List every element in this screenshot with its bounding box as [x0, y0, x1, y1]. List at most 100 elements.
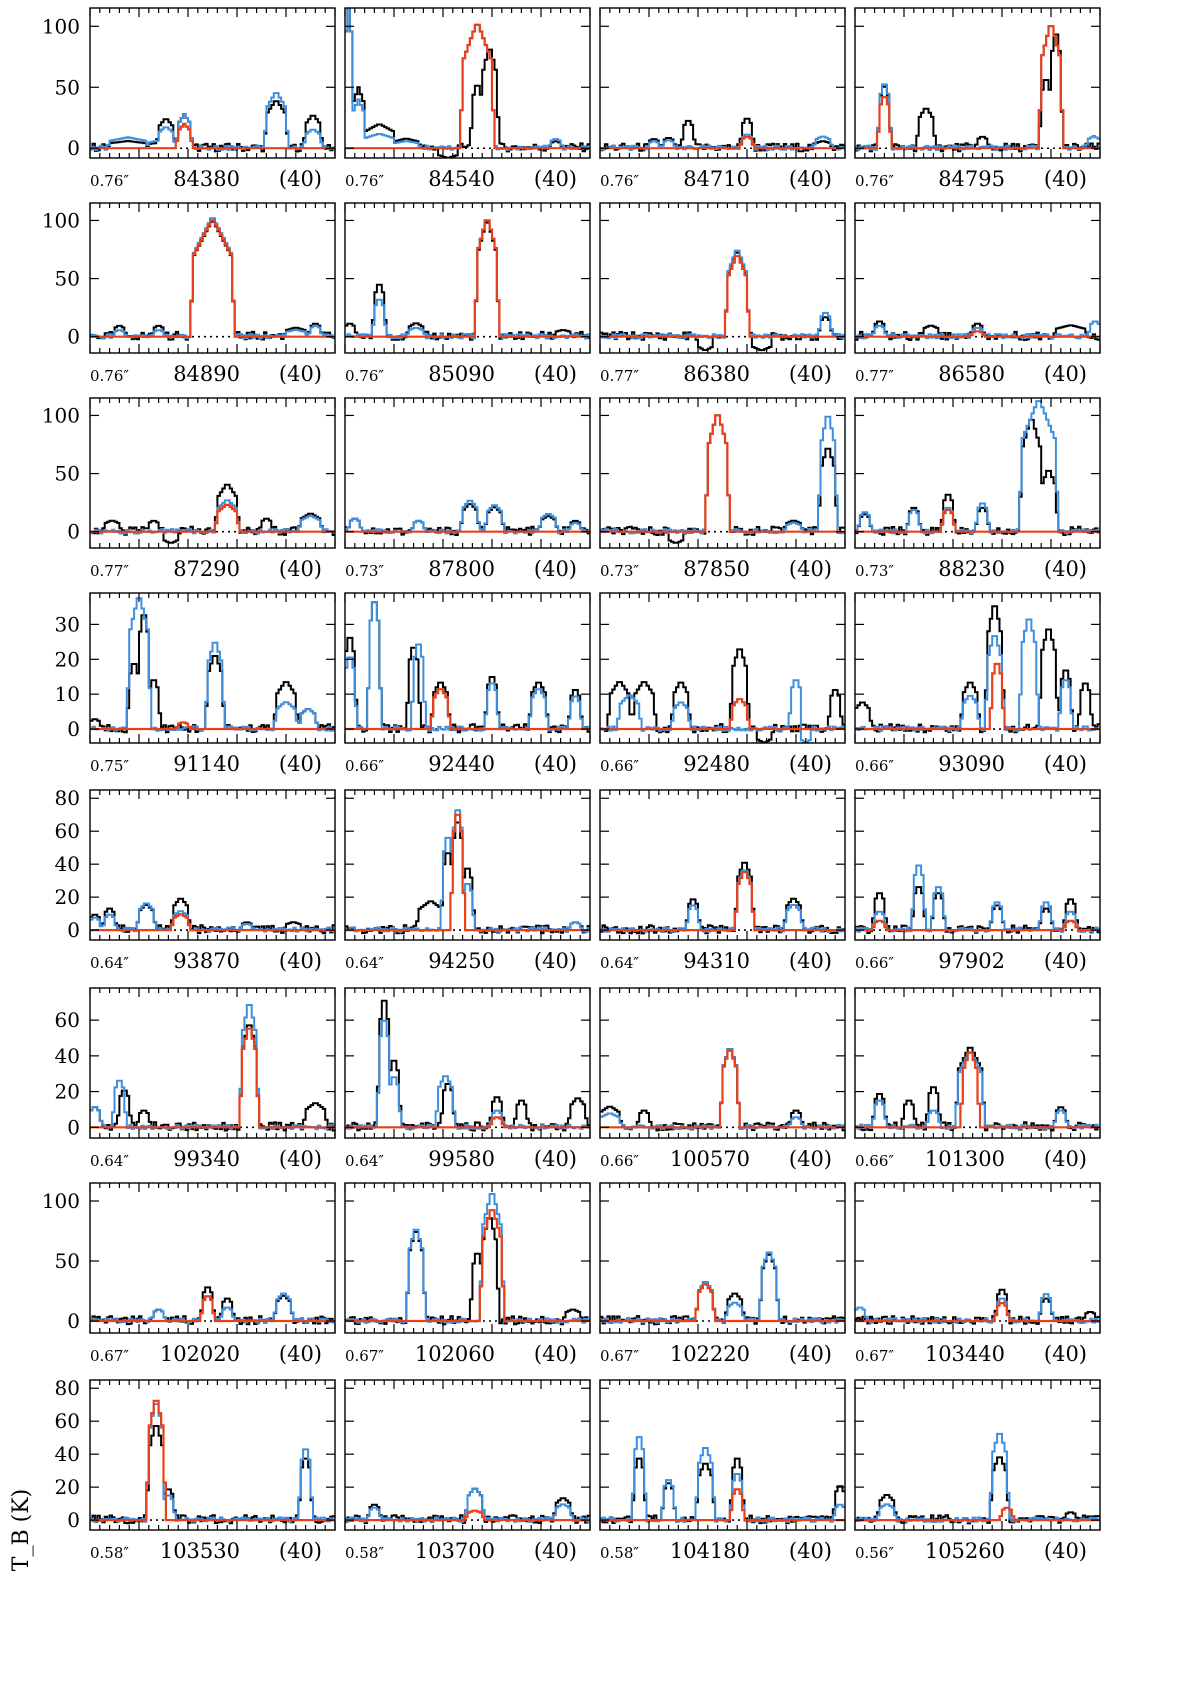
- model-all-line: [345, 1019, 590, 1131]
- spectrum-panel: 0.73″ 88230 (40): [854, 397, 1101, 581]
- beam-size-label: 0.67″: [855, 1347, 894, 1365]
- observed-spectrum-line: [855, 1456, 1100, 1525]
- beam-size-label: 0.75″: [90, 757, 129, 775]
- frequency-label: 102060: [415, 1342, 495, 1366]
- beam-size-label: 0.76″: [600, 172, 639, 190]
- panel-frame: [89, 1379, 336, 1531]
- model-all-line: [90, 217, 335, 340]
- frequency-label: 86380: [683, 362, 750, 386]
- model-species-line: [855, 1302, 1100, 1323]
- frequency-label: 94250: [428, 949, 495, 973]
- y-tick-label: 50: [55, 462, 80, 486]
- panel-curves: [345, 499, 590, 536]
- panel-frame: [344, 1182, 591, 1334]
- model-species-line: [855, 330, 1100, 338]
- panel-curves: [855, 320, 1100, 341]
- width-label: (40): [279, 949, 322, 973]
- panel-curves: [90, 897, 335, 935]
- spectrum-panel: 0.64″ 94310 (40): [599, 789, 846, 973]
- panel-frame: [599, 789, 846, 941]
- spectrum-panel: 0 20 40 60 80 0.64″ 93870 (40): [55, 786, 336, 973]
- panel-frame: [854, 397, 1101, 549]
- width-label: (40): [279, 557, 322, 581]
- frequency-label: 91140: [173, 752, 240, 776]
- panel-curves: [855, 1432, 1100, 1525]
- width-label: (40): [279, 1342, 322, 1366]
- spectrum-panel: 0.66″ 92440 (40): [344, 592, 591, 776]
- spectrum-panel: 0 50 100 0.77″ 87290 (40): [42, 397, 336, 581]
- beam-size-label: 0.66″: [600, 1152, 639, 1170]
- frequency-label: 86580: [938, 362, 1005, 386]
- width-label: (40): [789, 949, 832, 973]
- width-label: (40): [534, 752, 577, 776]
- width-label: (40): [789, 1342, 832, 1366]
- panel-frame: [89, 789, 336, 941]
- panel-curves: [600, 1048, 845, 1132]
- panel-frame: [344, 7, 591, 159]
- y-tick-label: 0: [67, 1309, 80, 1333]
- frequency-label: 87290: [173, 557, 240, 581]
- panel-curves: [90, 597, 335, 734]
- beam-size-label: 0.73″: [600, 562, 639, 580]
- model-species-line: [855, 919, 1100, 932]
- y-tick-label: 100: [42, 14, 80, 38]
- panel-frame: [599, 1379, 846, 1531]
- model-species-line: [600, 1283, 845, 1323]
- spectrum-panel: 0.76″ 84540 (40): [344, 7, 591, 191]
- observed-spectrum-line: [345, 1217, 590, 1326]
- spectrum-panel: 0.76″ 85090 (40): [344, 202, 591, 386]
- panel-curves: [855, 864, 1100, 934]
- panel-frame: [344, 397, 591, 549]
- beam-size-label: 0.76″: [90, 172, 129, 190]
- spectrum-panel: 0.73″ 87850 (40): [599, 397, 846, 581]
- panel-frame: [89, 987, 336, 1139]
- panel-curves: [90, 1399, 335, 1525]
- panel-frame: [854, 592, 1101, 744]
- width-label: (40): [789, 752, 832, 776]
- model-species-line: [345, 688, 590, 731]
- y-tick-label: 50: [55, 75, 80, 99]
- panel-curves: [345, 999, 590, 1132]
- y-tick-label: 60: [55, 819, 80, 843]
- width-label: (40): [534, 557, 577, 581]
- model-all-line: [600, 1251, 845, 1324]
- spectrum-panel: 0.67″ 102060 (40): [344, 1182, 591, 1366]
- model-species-line: [90, 913, 335, 932]
- beam-size-label: 0.66″: [600, 757, 639, 775]
- model-species-line: [345, 1116, 590, 1129]
- frequency-label: 104180: [670, 1539, 750, 1563]
- model-species-line: [855, 1506, 1100, 1522]
- model-all-line: [600, 869, 845, 933]
- y-tick-label: 0: [67, 1508, 80, 1532]
- spectrum-panel: 0.67″ 102220 (40): [599, 1182, 846, 1366]
- observed-spectrum-line: [345, 821, 590, 935]
- panel-frame: [854, 1379, 1101, 1531]
- panel-curves: [600, 648, 845, 743]
- beam-size-label: 0.64″: [345, 1152, 384, 1170]
- panel-frame: [599, 202, 846, 354]
- observed-spectrum-line: [855, 1046, 1100, 1132]
- observed-spectrum-line: [90, 100, 335, 153]
- frequency-label: 102220: [670, 1342, 750, 1366]
- width-label: (40): [789, 1539, 832, 1563]
- spectrum-panel: 0.76″ 84795 (40): [854, 7, 1101, 191]
- panel-curves: [855, 605, 1100, 734]
- spectrum-panel: 0.66″ 93090 (40): [854, 592, 1101, 776]
- model-species-line: [600, 871, 845, 932]
- panel-curves: [345, 219, 590, 341]
- panel-frame: [89, 592, 336, 744]
- width-label: (40): [534, 1147, 577, 1171]
- frequency-label: 92440: [428, 752, 495, 776]
- frequency-label: 87850: [683, 557, 750, 581]
- model-species-line: [600, 135, 845, 150]
- width-label: (40): [279, 1539, 322, 1563]
- panel-frame: [89, 7, 336, 159]
- model-species-line: [345, 813, 590, 932]
- panel-frame: [599, 397, 846, 549]
- frequency-label: 92480: [683, 752, 750, 776]
- spectrum-panel: 0.76″ 84710 (40): [599, 7, 846, 191]
- frequency-label: 102020: [160, 1342, 240, 1366]
- model-species-line: [600, 255, 845, 338]
